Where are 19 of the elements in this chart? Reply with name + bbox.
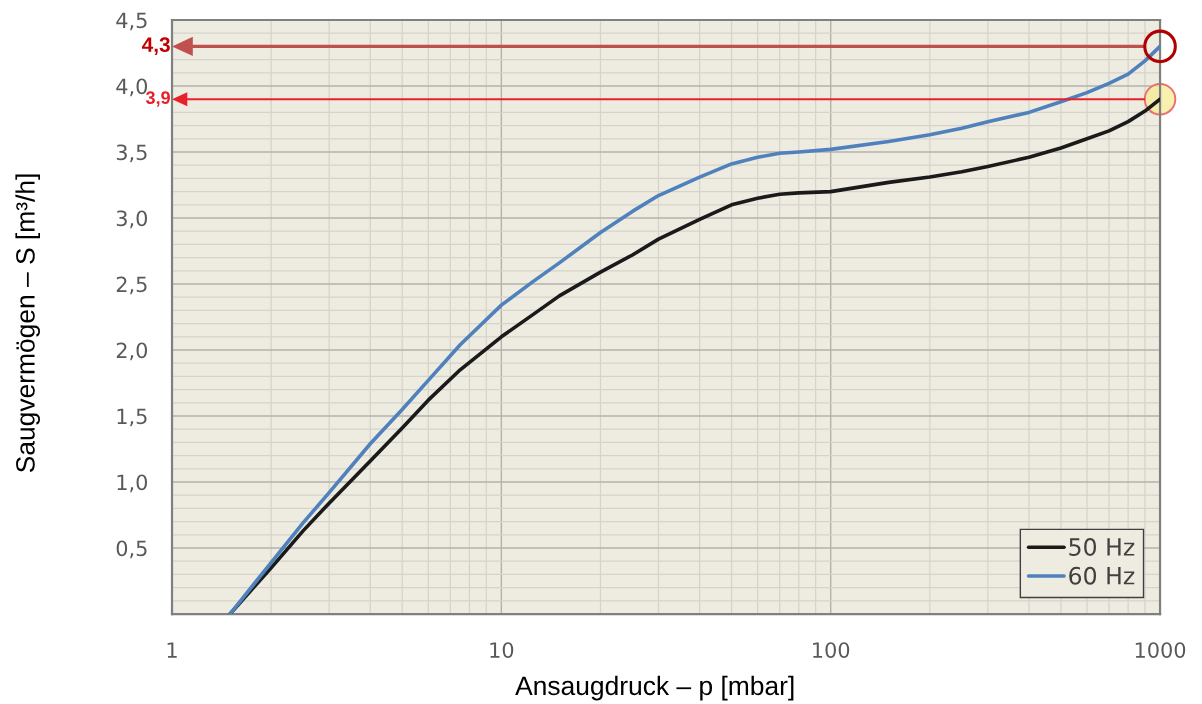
y-tick-label: 2,5 bbox=[116, 276, 147, 295]
y-tick-label: 1,5 bbox=[117, 408, 147, 427]
y-axis-title: Saugvermögen – S [m³/h] bbox=[15, 174, 40, 473]
legend-label: 60 Hz bbox=[1069, 566, 1135, 585]
x-tick-label: 100 bbox=[813, 642, 850, 658]
ref-line-label: 3,9 bbox=[145, 91, 170, 107]
y-tick-label: 0,5 bbox=[116, 540, 147, 559]
x-tick-label: 1 bbox=[167, 642, 177, 658]
ref-line-label: 4,3 bbox=[141, 37, 170, 56]
y-tick-label: 3,5 bbox=[116, 144, 147, 163]
legend-label: 50 Hz bbox=[1069, 538, 1135, 556]
y-tick-label: 3,0 bbox=[116, 210, 148, 229]
x-tick-label: 10 bbox=[490, 642, 514, 658]
y-tick-label: 4,5 bbox=[116, 12, 147, 31]
y-tick-label: 1,0 bbox=[117, 474, 148, 493]
y-tick-label: 2,0 bbox=[116, 342, 148, 361]
x-tick-label: 1000 bbox=[1135, 642, 1186, 658]
x-axis-title: Ansaugdruck – p [mbar] bbox=[515, 675, 794, 701]
y-tick-label: 4,0 bbox=[116, 78, 148, 97]
